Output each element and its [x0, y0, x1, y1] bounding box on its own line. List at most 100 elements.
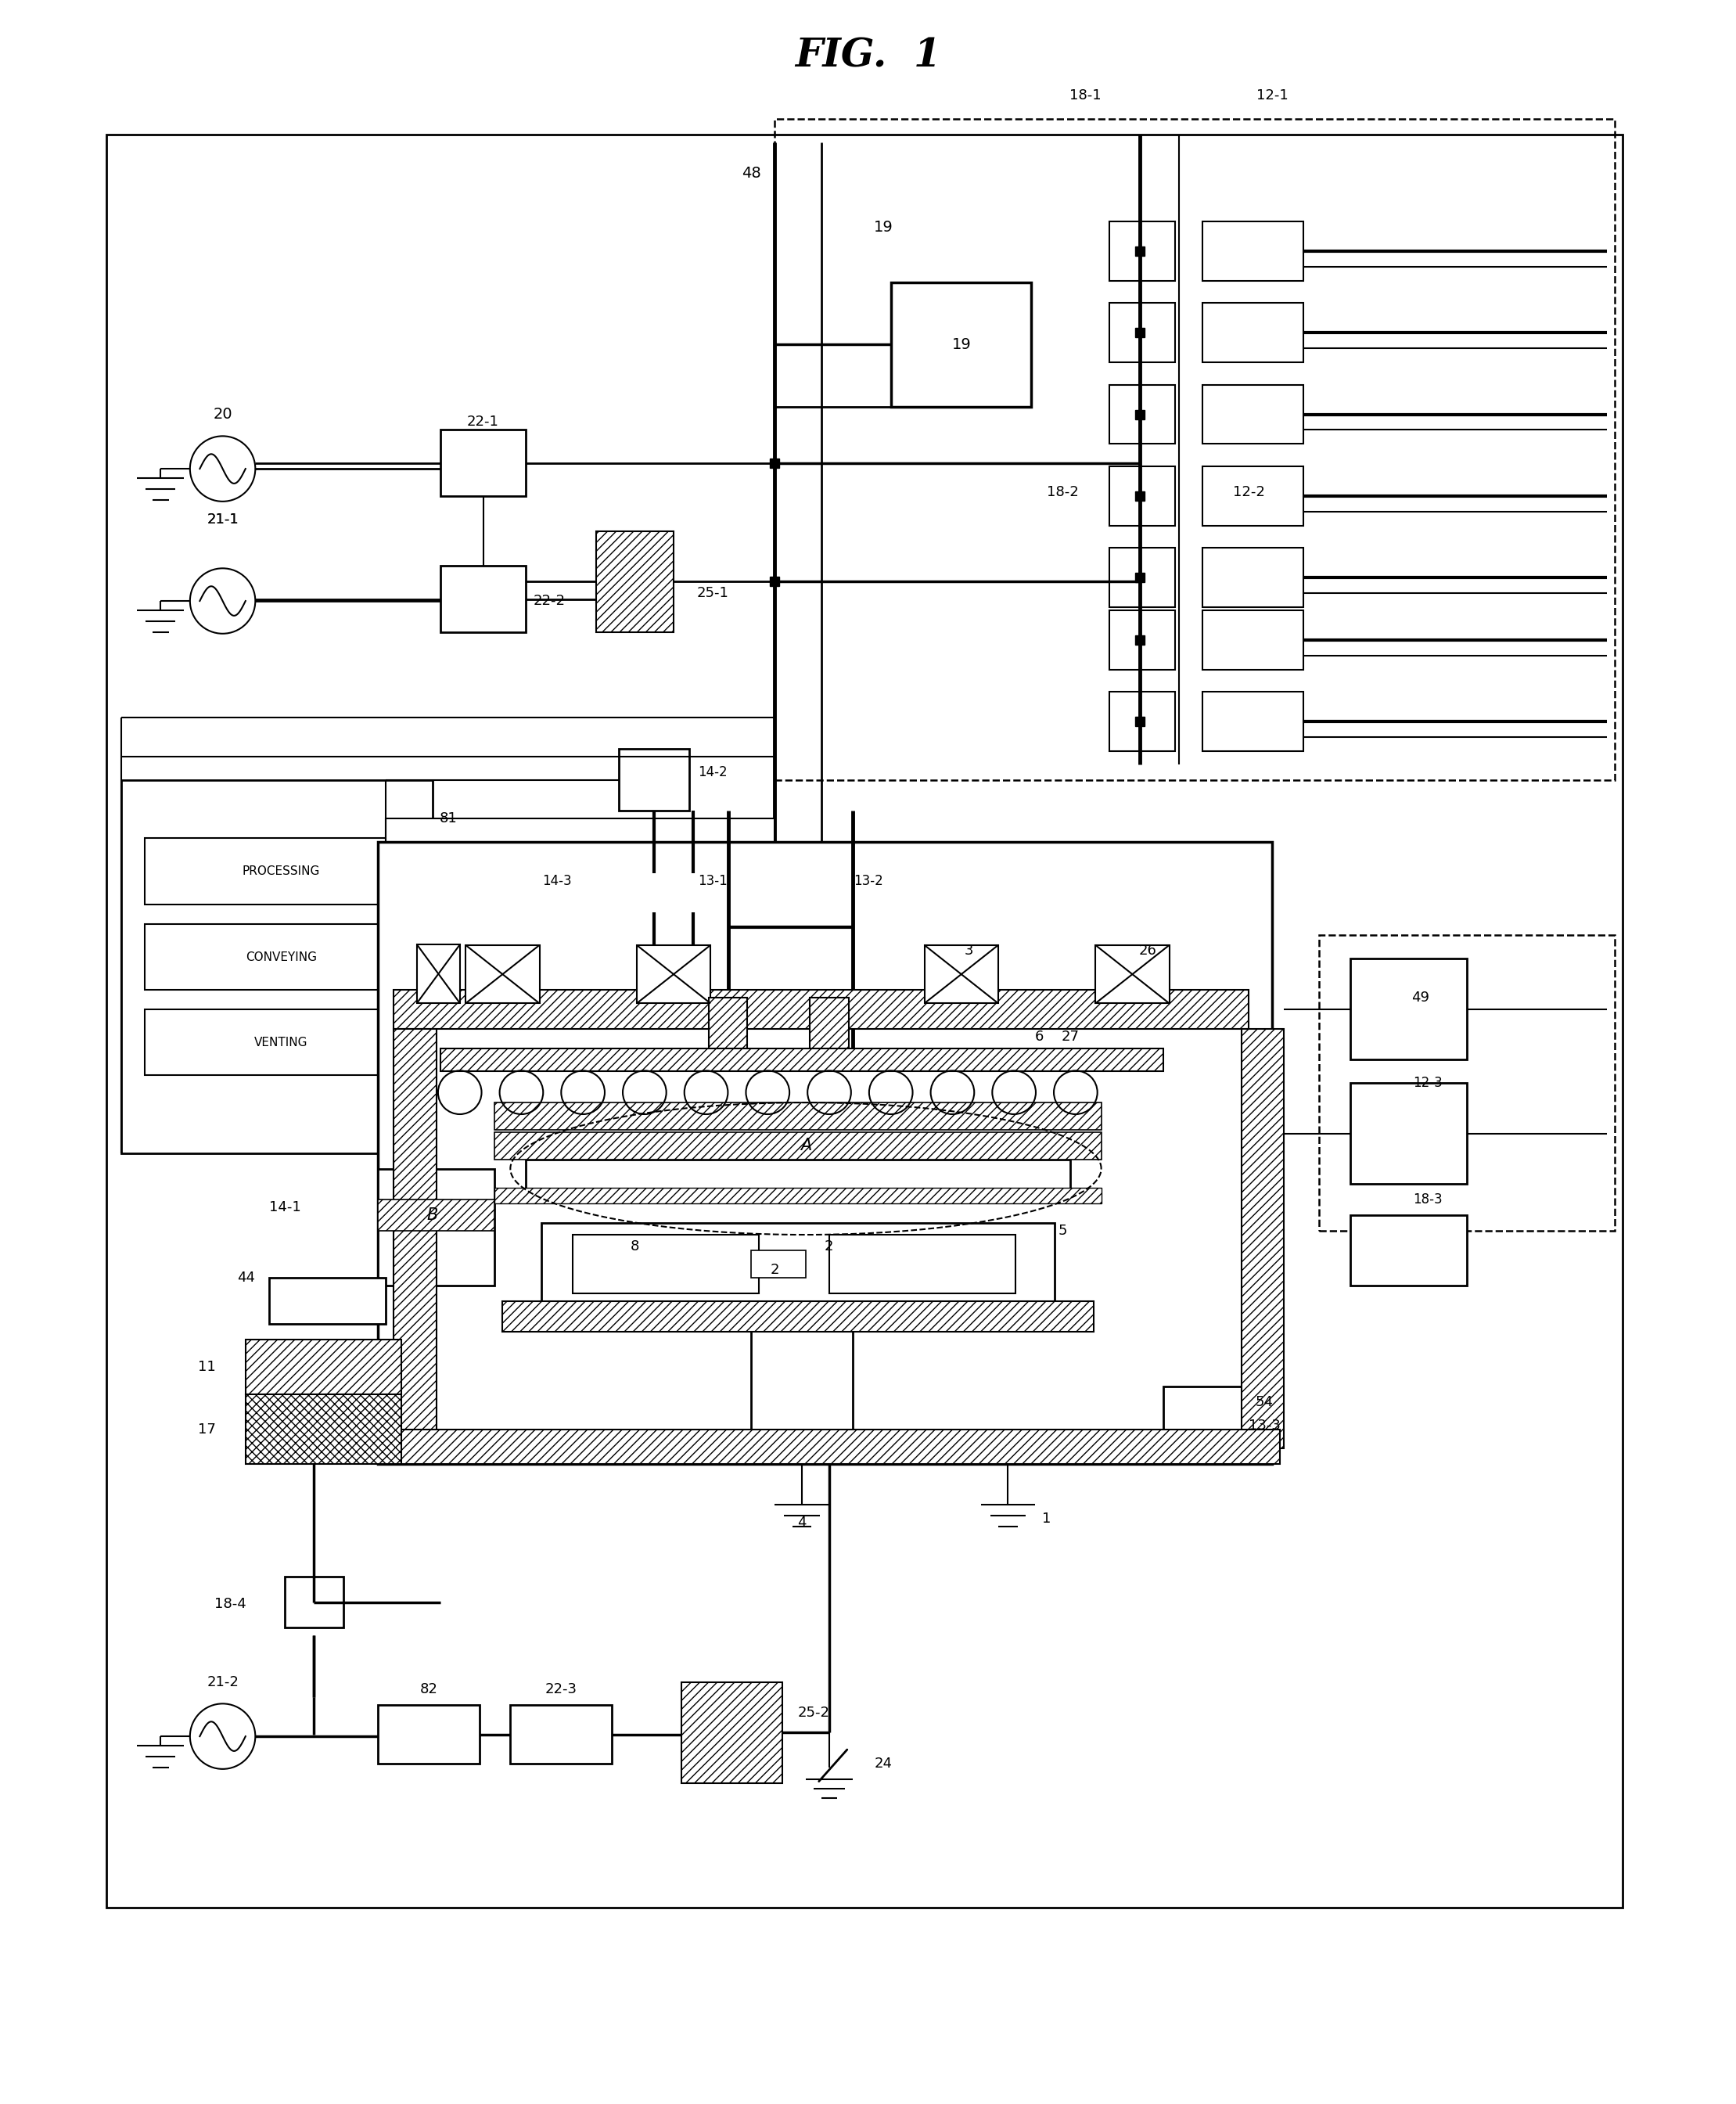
Bar: [144, 837, 417, 905]
Text: 13-3: 13-3: [1248, 1418, 1281, 1433]
Text: 20: 20: [214, 406, 233, 421]
Bar: [752, 1250, 806, 1277]
Text: 22-3: 22-3: [545, 1683, 576, 1696]
Text: 19: 19: [951, 337, 970, 351]
Bar: [1203, 692, 1304, 751]
Text: 22-2: 22-2: [533, 593, 566, 608]
Bar: [1351, 1216, 1467, 1286]
Text: 48: 48: [741, 166, 760, 181]
Bar: [752, 1323, 852, 1429]
Bar: [394, 989, 1248, 1029]
Bar: [385, 818, 774, 1130]
Text: 5: 5: [1057, 1225, 1068, 1237]
Bar: [502, 1300, 1094, 1332]
Text: PROCESSING: PROCESSING: [241, 865, 319, 877]
Bar: [144, 1010, 417, 1075]
Text: 21-1: 21-1: [207, 511, 238, 526]
Bar: [924, 945, 998, 1004]
Bar: [1163, 1387, 1241, 1437]
Text: 21-2: 21-2: [207, 1675, 238, 1690]
Bar: [1203, 385, 1304, 444]
Bar: [269, 1277, 385, 1323]
Bar: [144, 924, 417, 989]
Text: 25-1: 25-1: [696, 587, 729, 600]
Bar: [809, 997, 849, 1048]
Bar: [1351, 1084, 1467, 1185]
Text: 49: 49: [1411, 991, 1429, 1004]
Bar: [1203, 610, 1304, 669]
Bar: [1203, 547, 1304, 608]
Bar: [394, 1429, 1279, 1464]
Bar: [1109, 221, 1175, 280]
Text: 18-3: 18-3: [1413, 1193, 1443, 1208]
Bar: [620, 850, 689, 911]
Bar: [394, 1029, 436, 1448]
Bar: [542, 1222, 1054, 1300]
Text: 18-2: 18-2: [1047, 486, 1078, 499]
Bar: [620, 749, 689, 810]
Text: VENTING: VENTING: [253, 1037, 307, 1048]
Bar: [526, 1159, 1069, 1193]
Bar: [573, 1235, 759, 1294]
Text: A: A: [800, 1138, 811, 1153]
Bar: [774, 118, 1614, 781]
Bar: [417, 945, 460, 1004]
Text: 54: 54: [1255, 1395, 1274, 1410]
Text: 18-4: 18-4: [215, 1597, 247, 1612]
Bar: [1203, 303, 1304, 362]
Bar: [441, 429, 526, 497]
Bar: [1203, 221, 1304, 280]
Text: 14-2: 14-2: [698, 766, 727, 778]
Bar: [378, 1704, 479, 1763]
Bar: [495, 1189, 1101, 1203]
Bar: [378, 1199, 495, 1231]
Bar: [1203, 467, 1304, 526]
Bar: [378, 842, 1272, 1464]
Text: 2: 2: [771, 1262, 779, 1277]
Bar: [1109, 610, 1175, 669]
Bar: [1319, 936, 1614, 1231]
Bar: [637, 945, 710, 1004]
Text: 13-2: 13-2: [852, 873, 884, 888]
Text: 14-1: 14-1: [269, 1201, 300, 1214]
Bar: [830, 1235, 1016, 1294]
Bar: [1241, 1029, 1285, 1448]
Text: 3: 3: [965, 945, 974, 957]
Bar: [1109, 547, 1175, 608]
Text: 81: 81: [439, 812, 457, 825]
Bar: [1109, 385, 1175, 444]
Text: 14-3: 14-3: [542, 873, 571, 888]
Bar: [1109, 303, 1175, 362]
Text: 21-1: 21-1: [207, 511, 238, 526]
Text: B: B: [427, 1208, 437, 1222]
Text: 4: 4: [797, 1515, 807, 1530]
Bar: [1351, 959, 1467, 1060]
Text: 12-1: 12-1: [1257, 88, 1288, 103]
Bar: [247, 1340, 401, 1395]
Bar: [495, 1102, 1101, 1130]
Text: 26: 26: [1139, 945, 1156, 957]
Bar: [1095, 945, 1170, 1004]
Bar: [495, 1132, 1101, 1159]
Bar: [708, 997, 748, 1048]
Text: 13-1: 13-1: [698, 873, 727, 888]
Text: 8: 8: [630, 1239, 639, 1254]
Bar: [595, 530, 674, 631]
Text: 19: 19: [873, 221, 894, 236]
Text: 25-2: 25-2: [797, 1706, 830, 1721]
Bar: [1109, 692, 1175, 751]
Text: 27: 27: [1061, 1029, 1080, 1044]
Text: 44: 44: [238, 1271, 255, 1286]
Circle shape: [189, 568, 255, 633]
Text: 11: 11: [198, 1359, 215, 1374]
Bar: [891, 282, 1031, 406]
Bar: [510, 1704, 611, 1763]
Text: FIG.  1: FIG. 1: [795, 38, 941, 76]
Circle shape: [189, 1704, 255, 1769]
Bar: [285, 1576, 344, 1628]
Text: 24: 24: [875, 1757, 892, 1772]
Text: CONVEYING: CONVEYING: [245, 951, 316, 964]
Text: 12-3: 12-3: [1413, 1075, 1443, 1090]
Bar: [122, 781, 432, 1153]
Bar: [441, 1048, 1163, 1071]
